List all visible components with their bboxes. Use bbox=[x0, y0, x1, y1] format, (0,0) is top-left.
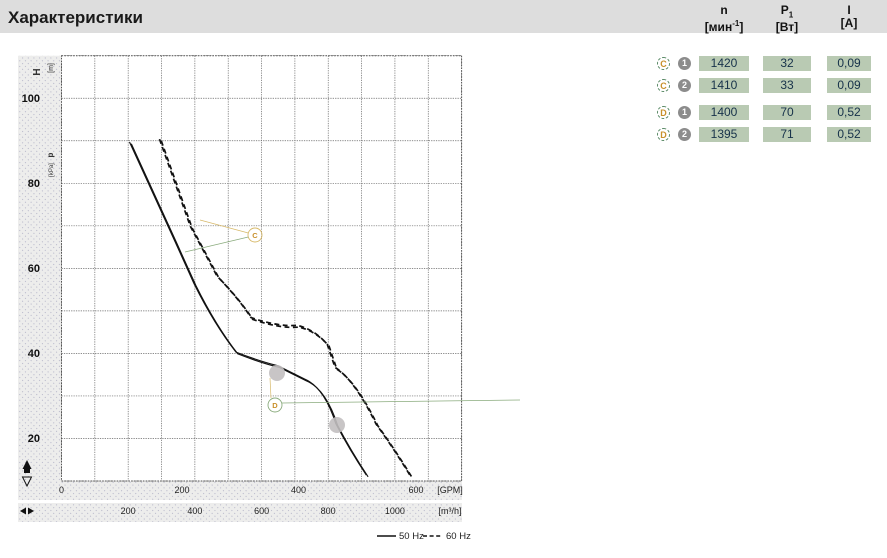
svg-text:C: C bbox=[252, 231, 258, 240]
svg-text:[kPa]: [kPa] bbox=[49, 163, 55, 177]
svg-text:50 Hz: 50 Hz bbox=[399, 531, 424, 542]
svg-text:400: 400 bbox=[291, 485, 306, 495]
svg-text:40: 40 bbox=[28, 348, 40, 360]
svg-text:800: 800 bbox=[321, 506, 336, 516]
svg-text:D: D bbox=[272, 401, 278, 410]
svg-text:0: 0 bbox=[59, 485, 64, 495]
svg-text:1000: 1000 bbox=[385, 506, 405, 516]
svg-text:60: 60 bbox=[28, 263, 40, 275]
svg-text:600: 600 bbox=[408, 485, 423, 495]
svg-text:[m³/h]: [m³/h] bbox=[438, 506, 461, 516]
svg-text:400: 400 bbox=[187, 506, 202, 516]
svg-text:[m]: [m] bbox=[48, 63, 55, 73]
svg-text:80: 80 bbox=[28, 178, 40, 190]
svg-text:[GPM]: [GPM] bbox=[437, 485, 463, 495]
svg-text:600: 600 bbox=[254, 506, 269, 516]
svg-text:200: 200 bbox=[174, 485, 189, 495]
svg-text:p: p bbox=[46, 152, 55, 157]
svg-text:20: 20 bbox=[28, 433, 40, 445]
svg-text:200: 200 bbox=[121, 506, 136, 516]
svg-text:100: 100 bbox=[22, 93, 40, 105]
svg-text:60 Hz: 60 Hz bbox=[446, 531, 471, 542]
svg-text:H: H bbox=[32, 68, 43, 75]
